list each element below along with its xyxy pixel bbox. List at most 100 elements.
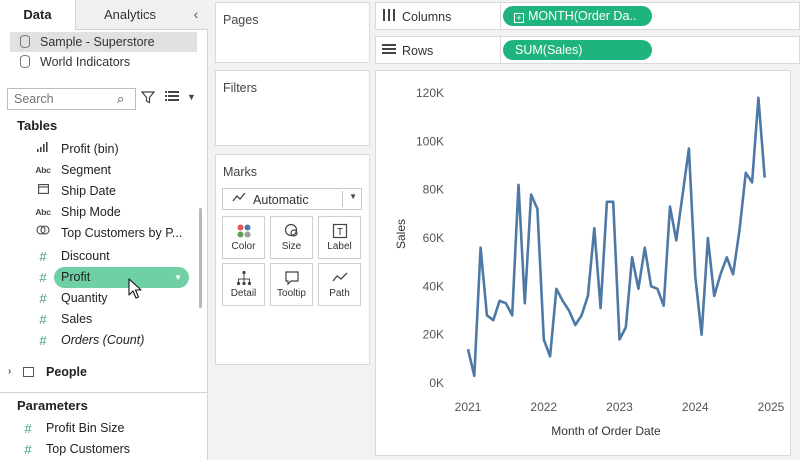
tab-analytics[interactable]: Analytics — [76, 0, 208, 30]
marks-color-button[interactable]: Color — [222, 216, 265, 259]
mouse-cursor-icon — [128, 278, 142, 299]
field-item-icon-slot: # — [33, 267, 63, 288]
marks-tooltip-button[interactable]: Tooltip — [270, 263, 313, 306]
chevron-down-icon[interactable]: ▼ — [187, 92, 196, 102]
columns-shelf[interactable]: Columns + MONTH(Order Da.. — [375, 2, 800, 30]
y-axis: 0K 20K 40K 60K 80K 100K 120K — [416, 86, 444, 390]
y-tick-label: 40K — [423, 279, 444, 293]
field-item[interactable]: Top Customers by P... — [33, 223, 183, 244]
field-item[interactable]: Ship Date — [33, 181, 183, 202]
y-tick-label: 100K — [416, 134, 444, 148]
measure-icon: # — [39, 270, 47, 285]
divider — [500, 37, 501, 63]
field-item-selected[interactable]: Profit ▼ — [54, 267, 189, 288]
button-label: Detail — [230, 288, 257, 299]
field-label: Ship Date — [61, 184, 116, 198]
field-item[interactable]: Abc Segment — [33, 160, 183, 181]
card-title: Marks — [223, 165, 258, 179]
shelf-label: Columns — [402, 10, 452, 24]
button-label: Size — [281, 241, 302, 252]
field-item[interactable]: # Sales — [33, 309, 183, 330]
chevron-right-icon[interactable]: › — [8, 366, 12, 377]
measure-icon: # — [39, 291, 47, 306]
list-view-icon[interactable] — [165, 90, 179, 105]
mark-type-label: Automatic — [253, 193, 309, 207]
button-label: Path — [329, 288, 350, 299]
parameter-item[interactable]: # Profit Bin Size — [18, 418, 125, 439]
field-label: Quantity — [61, 291, 108, 305]
filter-icon[interactable] — [140, 90, 156, 107]
database-icon — [20, 55, 30, 68]
search-input[interactable] — [7, 88, 136, 110]
detail-icon — [223, 270, 264, 286]
abc-icon: Abc — [35, 207, 51, 217]
y-tick-label: 120K — [416, 86, 444, 100]
field-label: Orders (Count) — [61, 333, 145, 347]
field-label: Profit — [61, 270, 91, 284]
expand-icon[interactable]: + — [514, 13, 524, 23]
collapse-pane-icon[interactable]: ‹ — [193, 6, 199, 22]
field-item[interactable]: # Quantity — [33, 288, 183, 309]
x-tick-label: 2025 — [758, 400, 785, 414]
measure-icon: # — [39, 312, 47, 327]
x-tick-label: 2021 — [455, 400, 482, 414]
button-label: Label — [327, 241, 352, 252]
field-item[interactable]: Abc Ship Mode — [33, 202, 183, 223]
field-item[interactable]: # Discount — [33, 246, 183, 267]
svg-text:T: T — [336, 227, 342, 238]
x-axis: 2021 2022 2023 2024 2025 — [455, 400, 785, 414]
measure-icon: # — [24, 442, 32, 457]
tables-header: Tables — [17, 118, 58, 133]
field-item[interactable]: Profit (bin) — [33, 139, 183, 160]
parameter-item[interactable]: # Top Customers — [18, 439, 130, 460]
data-pane — [0, 0, 208, 460]
calendar-icon — [33, 181, 53, 202]
series-line[interactable] — [466, 96, 766, 378]
columns-pill[interactable]: + MONTH(Order Da.. — [503, 6, 652, 26]
marks-label-button[interactable]: T Label — [318, 216, 361, 259]
marks-size-button[interactable]: Size — [270, 216, 313, 259]
y-tick-label: 80K — [423, 183, 444, 197]
marks-card: Marks — [215, 154, 370, 365]
tooltip-icon — [271, 270, 312, 286]
y-tick-label: 0K — [429, 376, 444, 390]
field-label: Profit (bin) — [61, 142, 119, 156]
shelf-label: Rows — [402, 44, 434, 58]
y-tick-label: 60K — [423, 231, 444, 245]
datasource-item[interactable]: World Indicators — [10, 52, 197, 72]
chevron-down-icon[interactable]: ▼ — [174, 273, 182, 282]
parameter-label: Top Customers — [46, 442, 131, 456]
set-icon — [33, 223, 53, 244]
table-label: People — [46, 365, 87, 379]
x-tick-label: 2022 — [530, 400, 557, 414]
field-label: Ship Mode — [61, 205, 121, 219]
measure-icon: # — [39, 249, 47, 264]
scrollbar[interactable] — [199, 208, 202, 308]
field-label: Segment — [61, 163, 112, 177]
histogram-icon — [33, 139, 53, 160]
datasource-item[interactable]: Sample - Superstore — [10, 32, 197, 52]
pages-card[interactable]: Pages — [215, 2, 370, 63]
mark-type-dropdown[interactable]: Automatic ▼ — [222, 188, 362, 210]
abc-icon: Abc — [35, 165, 51, 175]
button-label: Color — [231, 241, 256, 252]
x-tick-label: 2024 — [682, 400, 709, 414]
divider — [500, 3, 501, 29]
marks-path-button[interactable]: Path — [318, 263, 361, 306]
parameter-label: Profit Bin Size — [46, 421, 125, 435]
field-item[interactable]: # Orders (Count) — [33, 330, 183, 351]
divider — [342, 191, 343, 207]
rows-icon — [382, 43, 396, 58]
filters-card[interactable]: Filters — [215, 70, 370, 146]
marks-detail-button[interactable]: Detail — [222, 263, 265, 306]
search-icon[interactable]: ⌕ — [117, 91, 125, 106]
rows-shelf[interactable]: Rows SUM(Sales) — [375, 36, 800, 64]
x-axis-label: Month of Order Date — [551, 424, 661, 438]
table-item-people[interactable]: › People — [8, 362, 193, 382]
chart-view[interactable]: 0K 20K 40K 60K 80K 100K 120K 2021 2022 2023 2024 2… — [375, 70, 791, 456]
columns-icon — [382, 9, 396, 24]
label-icon: T — [319, 223, 360, 239]
card-title: Filters — [223, 81, 258, 95]
tab-data[interactable]: Data — [0, 0, 76, 30]
rows-pill[interactable]: SUM(Sales) — [503, 40, 652, 60]
